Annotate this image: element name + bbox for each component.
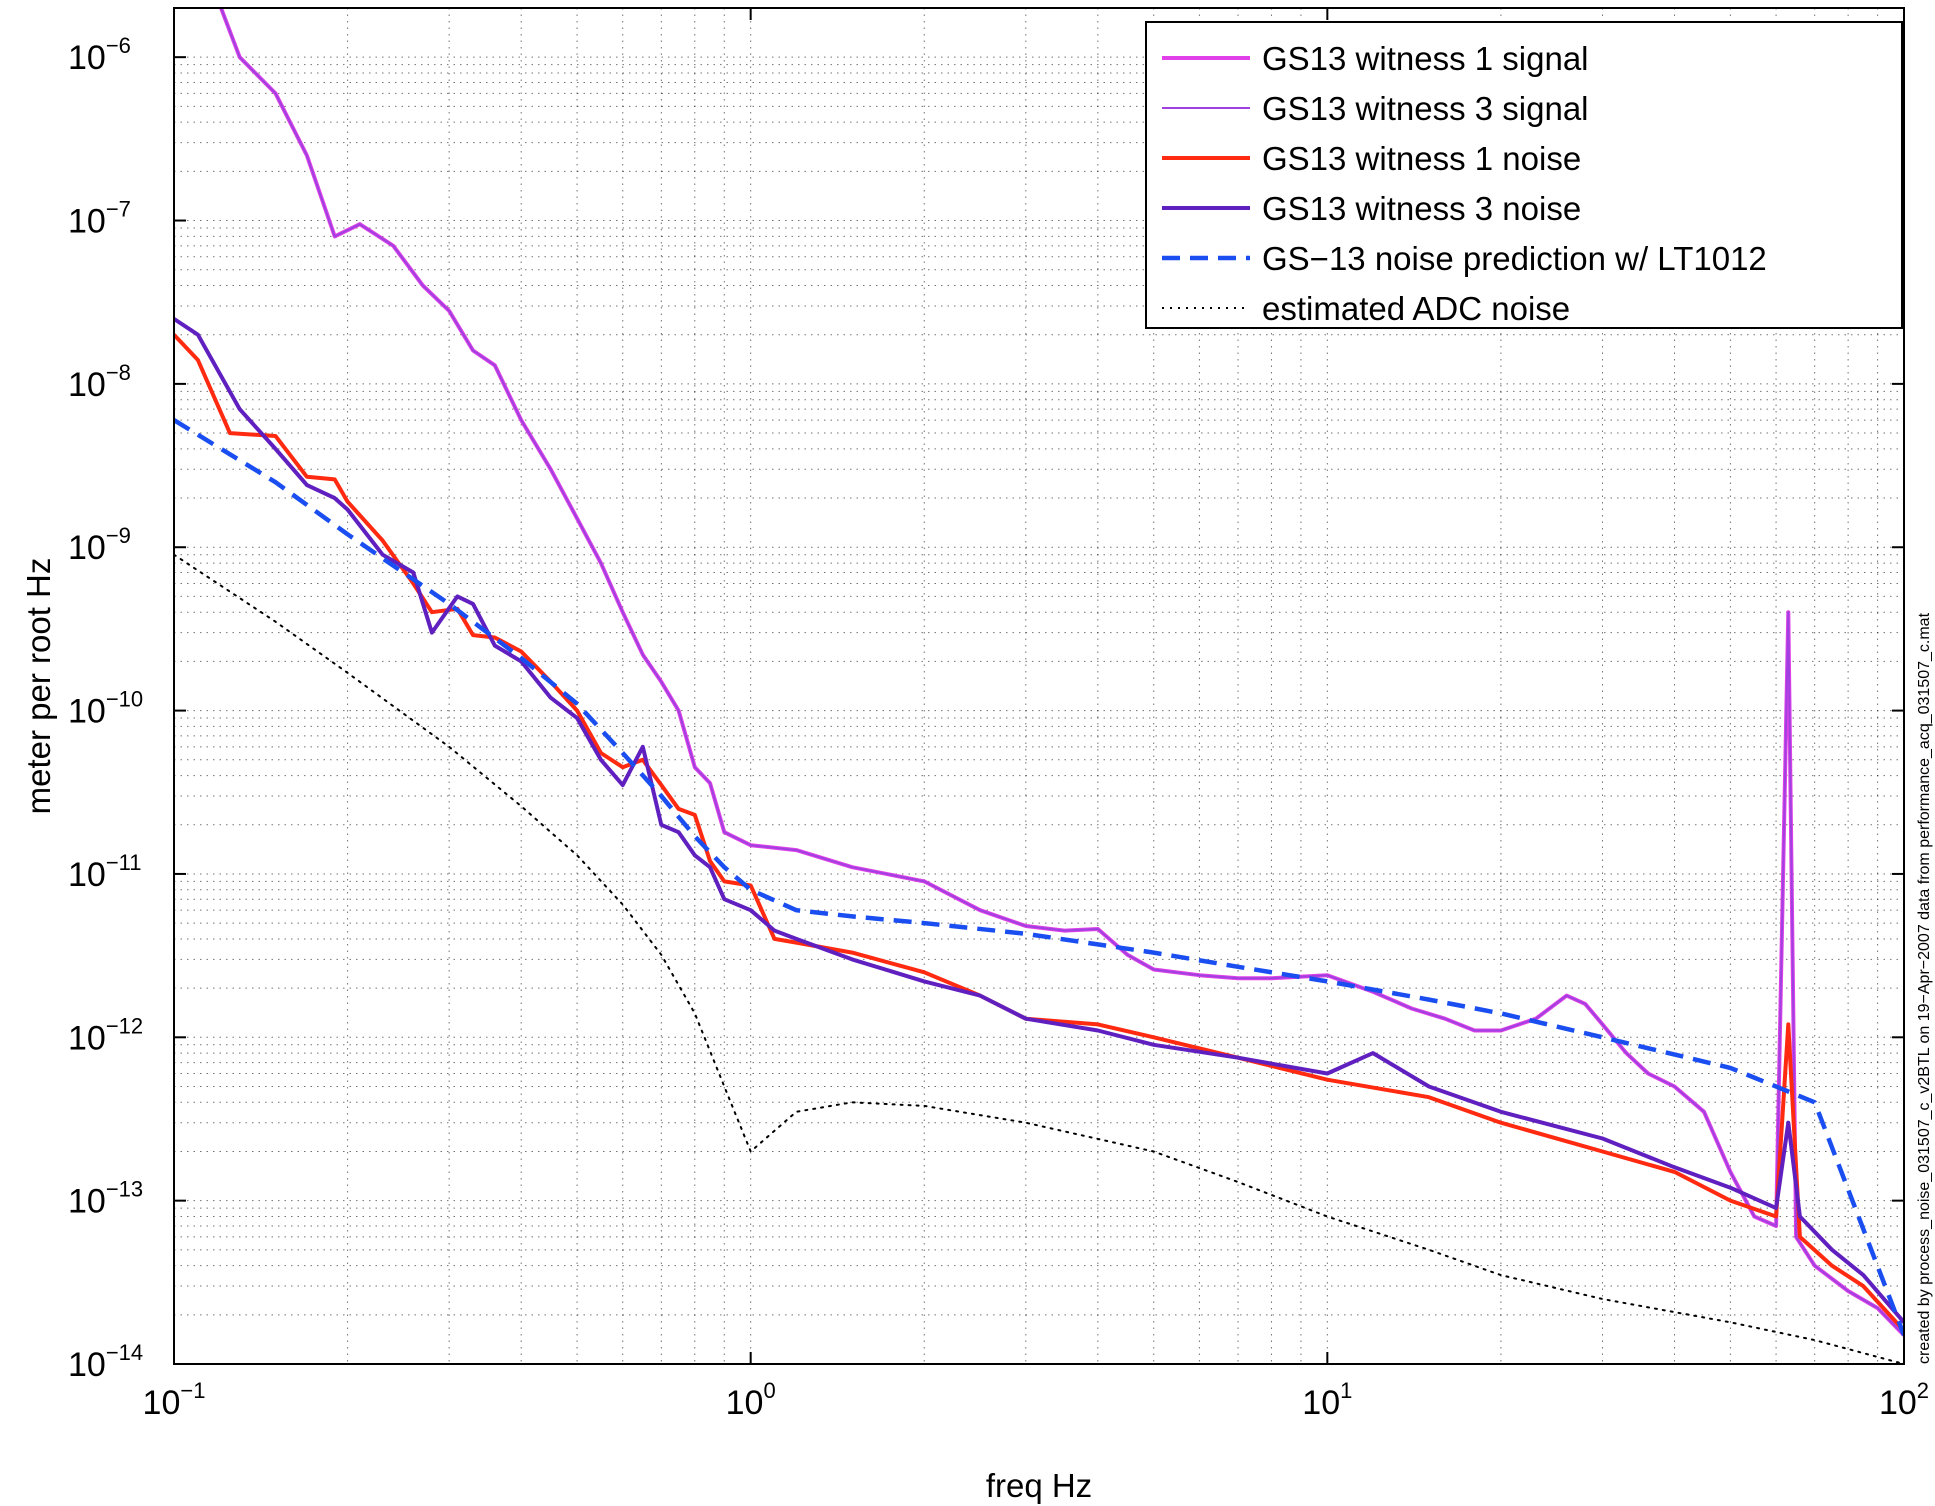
x-tick-label: 101 — [1302, 1378, 1352, 1422]
y-tick-label: 10−11 — [68, 850, 142, 894]
series-line-5 — [174, 418, 1904, 1337]
x-tick-label: 102 — [1879, 1378, 1929, 1422]
y-axis-ticks: 10−6 10−7 10−8 10−9 10−10 10−11 10−12 10−13 10−1… — [68, 33, 1904, 1384]
y-tick-label: 10−7 — [68, 197, 131, 241]
y-tick-label: 10−9 — [68, 523, 131, 567]
footnote: created by process_noise_031507_c_v2BTL … — [1916, 612, 1933, 1364]
series-line-3 — [174, 333, 1904, 1333]
y-axis-label: meter per root Hz — [20, 558, 57, 815]
x-tick-label: 10−1 — [143, 1378, 206, 1422]
legend: GS13 witness 1 signal GS13 witness 3 sign… — [1145, 21, 1903, 329]
x-axis-label: freq Hz — [986, 1467, 1092, 1504]
y-tick-label: 10−13 — [68, 1177, 143, 1221]
y-tick-label: 10−12 — [68, 1013, 143, 1057]
legend-label-5: GS−13 noise prediction w/ LT1012 — [1262, 240, 1767, 277]
y-tick-label: 10−6 — [68, 33, 131, 77]
legend-label-2: GS13 witness 3 signal — [1262, 90, 1589, 127]
legend-label-6: estimated ADC noise — [1262, 290, 1570, 327]
x-axis-ticks: 10−1 100 101 102 — [143, 8, 1929, 1422]
legend-label-1: GS13 witness 1 signal — [1262, 40, 1589, 77]
legend-label-3: GS13 witness 1 noise — [1262, 140, 1581, 177]
legend-label-4: GS13 witness 3 noise — [1262, 190, 1581, 227]
y-tick-label: 10−10 — [68, 687, 143, 731]
series-group — [174, 8, 1904, 1364]
x-tick-label: 100 — [726, 1378, 776, 1422]
plot-frame — [173, 7, 1905, 1365]
grid — [174, 8, 1904, 1364]
y-tick-label: 10−14 — [68, 1340, 143, 1384]
series-line-4 — [174, 317, 1904, 1324]
y-tick-label: 10−8 — [68, 360, 131, 404]
legend-box — [1145, 21, 1903, 329]
series-line-2 — [219, 8, 1904, 1336]
